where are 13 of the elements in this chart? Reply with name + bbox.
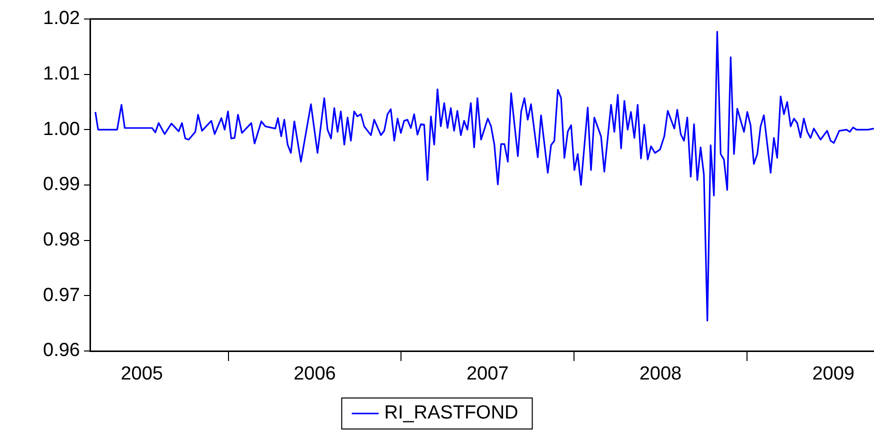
- y-tick-label: 0.98: [43, 230, 80, 251]
- y-tick-label: 0.97: [43, 284, 80, 306]
- x-tick-label: 2009: [812, 364, 855, 385]
- legend-label: RI_RASTFOND: [384, 402, 518, 424]
- x-tick-label: 2007: [466, 364, 509, 385]
- y-tick-label: 1.01: [43, 64, 80, 85]
- x-tick-label: 2005: [120, 364, 164, 385]
- y-tick-label: 1.02: [43, 8, 80, 30]
- x-tick-label: 2006: [294, 364, 336, 385]
- y-tick-label: 0.99: [43, 174, 80, 196]
- x-tick-label: 2008: [639, 364, 682, 385]
- y-tick-label: 0.96: [43, 340, 80, 362]
- y-tick-label: 1.00: [43, 118, 80, 140]
